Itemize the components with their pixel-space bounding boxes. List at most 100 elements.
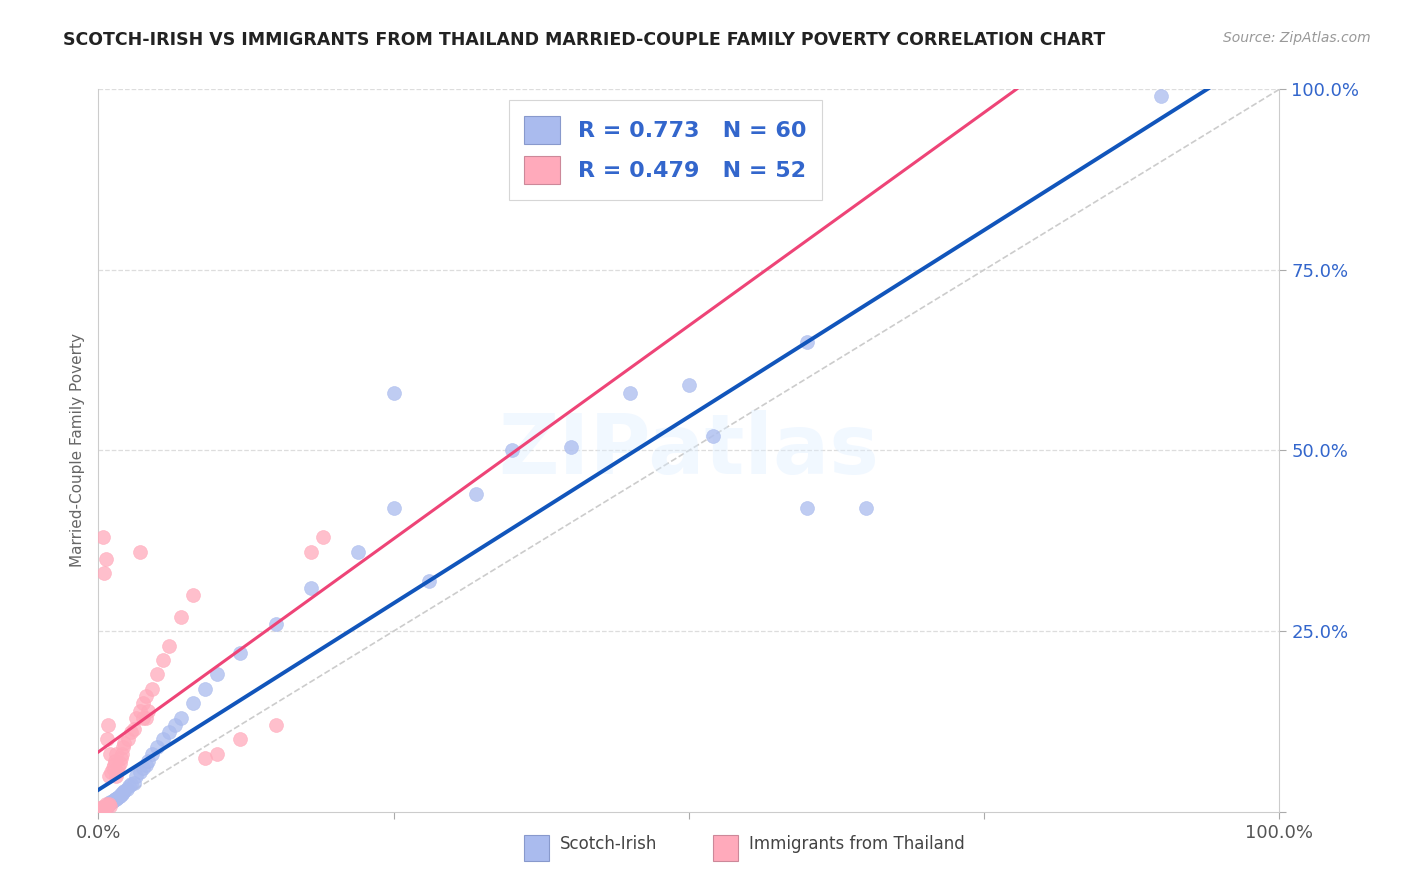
Point bbox=[112, 784, 135, 798]
Point bbox=[91, 802, 114, 816]
Point bbox=[264, 616, 287, 631]
Text: SCOTCH-IRISH VS IMMIGRANTS FROM THAILAND MARRIED-COUPLE FAMILY POVERTY CORRELATI: SCOTCH-IRISH VS IMMIGRANTS FROM THAILAND… bbox=[63, 31, 1105, 49]
Point bbox=[97, 797, 120, 812]
Point bbox=[115, 781, 138, 796]
Point bbox=[382, 385, 405, 400]
Point bbox=[125, 711, 148, 725]
Point bbox=[312, 530, 335, 544]
Point bbox=[205, 667, 228, 681]
Point bbox=[98, 769, 121, 783]
Point bbox=[97, 798, 120, 813]
Point bbox=[229, 646, 252, 660]
Point bbox=[135, 757, 157, 772]
Point bbox=[100, 764, 122, 779]
Y-axis label: Married-Couple Family Poverty: Married-Couple Family Poverty bbox=[69, 334, 84, 567]
Point bbox=[855, 501, 877, 516]
Point bbox=[501, 443, 523, 458]
Point bbox=[98, 799, 121, 814]
Point bbox=[98, 747, 121, 761]
Point bbox=[128, 704, 150, 718]
Point bbox=[141, 747, 163, 761]
Point bbox=[146, 739, 169, 754]
Point bbox=[118, 780, 141, 794]
Point bbox=[110, 788, 132, 802]
Point bbox=[152, 653, 174, 667]
Point bbox=[104, 754, 127, 768]
Point bbox=[170, 711, 193, 725]
Point bbox=[93, 801, 115, 815]
Point bbox=[103, 793, 125, 807]
Point bbox=[299, 581, 322, 595]
Point bbox=[105, 791, 128, 805]
Point bbox=[103, 757, 125, 772]
Point bbox=[117, 732, 139, 747]
Point bbox=[90, 803, 112, 817]
Point bbox=[93, 800, 115, 814]
Point bbox=[135, 689, 157, 703]
Point bbox=[91, 530, 114, 544]
Point bbox=[112, 739, 135, 754]
Point bbox=[132, 761, 155, 775]
Point bbox=[170, 609, 193, 624]
Point bbox=[97, 798, 120, 813]
Point bbox=[1150, 89, 1173, 103]
Point bbox=[96, 799, 118, 814]
Point bbox=[96, 732, 118, 747]
Point bbox=[94, 797, 117, 812]
Point bbox=[135, 711, 157, 725]
Point bbox=[264, 718, 287, 732]
Point bbox=[108, 789, 131, 803]
Point bbox=[110, 750, 132, 764]
Point bbox=[104, 792, 127, 806]
Text: ZIPatlas: ZIPatlas bbox=[499, 410, 879, 491]
Point bbox=[141, 681, 163, 696]
Point bbox=[157, 725, 180, 739]
Point bbox=[128, 764, 150, 779]
Point bbox=[796, 334, 818, 349]
Point bbox=[465, 487, 488, 501]
Point bbox=[111, 787, 134, 801]
Point bbox=[91, 800, 114, 814]
Point bbox=[96, 799, 118, 814]
Point bbox=[122, 722, 145, 736]
Point bbox=[105, 791, 128, 805]
Point bbox=[98, 795, 121, 809]
Point bbox=[678, 378, 700, 392]
Text: Source: ZipAtlas.com: Source: ZipAtlas.com bbox=[1223, 31, 1371, 45]
Point bbox=[98, 796, 121, 810]
Point bbox=[157, 639, 180, 653]
Point bbox=[101, 794, 124, 808]
Point bbox=[619, 385, 641, 400]
Point bbox=[105, 769, 128, 783]
Point bbox=[125, 769, 148, 783]
Point bbox=[107, 760, 129, 774]
Point bbox=[97, 718, 120, 732]
Point bbox=[94, 799, 117, 814]
Point bbox=[229, 732, 252, 747]
Point bbox=[96, 799, 118, 814]
Point bbox=[98, 797, 121, 811]
Point bbox=[91, 803, 114, 817]
Point bbox=[136, 754, 159, 768]
Point bbox=[105, 764, 128, 779]
Point bbox=[91, 799, 114, 814]
Point bbox=[128, 544, 150, 558]
Point bbox=[122, 776, 145, 790]
Point bbox=[132, 696, 155, 710]
Text: Immigrants from Thailand: Immigrants from Thailand bbox=[749, 835, 965, 853]
Point bbox=[94, 551, 117, 566]
Point bbox=[105, 747, 128, 761]
Point bbox=[796, 501, 818, 516]
Point bbox=[299, 544, 322, 558]
Point bbox=[347, 544, 370, 558]
Point bbox=[121, 777, 143, 791]
Point bbox=[90, 801, 112, 815]
Point bbox=[146, 667, 169, 681]
Point bbox=[112, 736, 135, 750]
Point bbox=[100, 795, 122, 809]
Point bbox=[181, 696, 204, 710]
Point bbox=[194, 750, 217, 764]
Point bbox=[560, 440, 582, 454]
Point bbox=[165, 718, 187, 732]
Point bbox=[101, 761, 124, 775]
